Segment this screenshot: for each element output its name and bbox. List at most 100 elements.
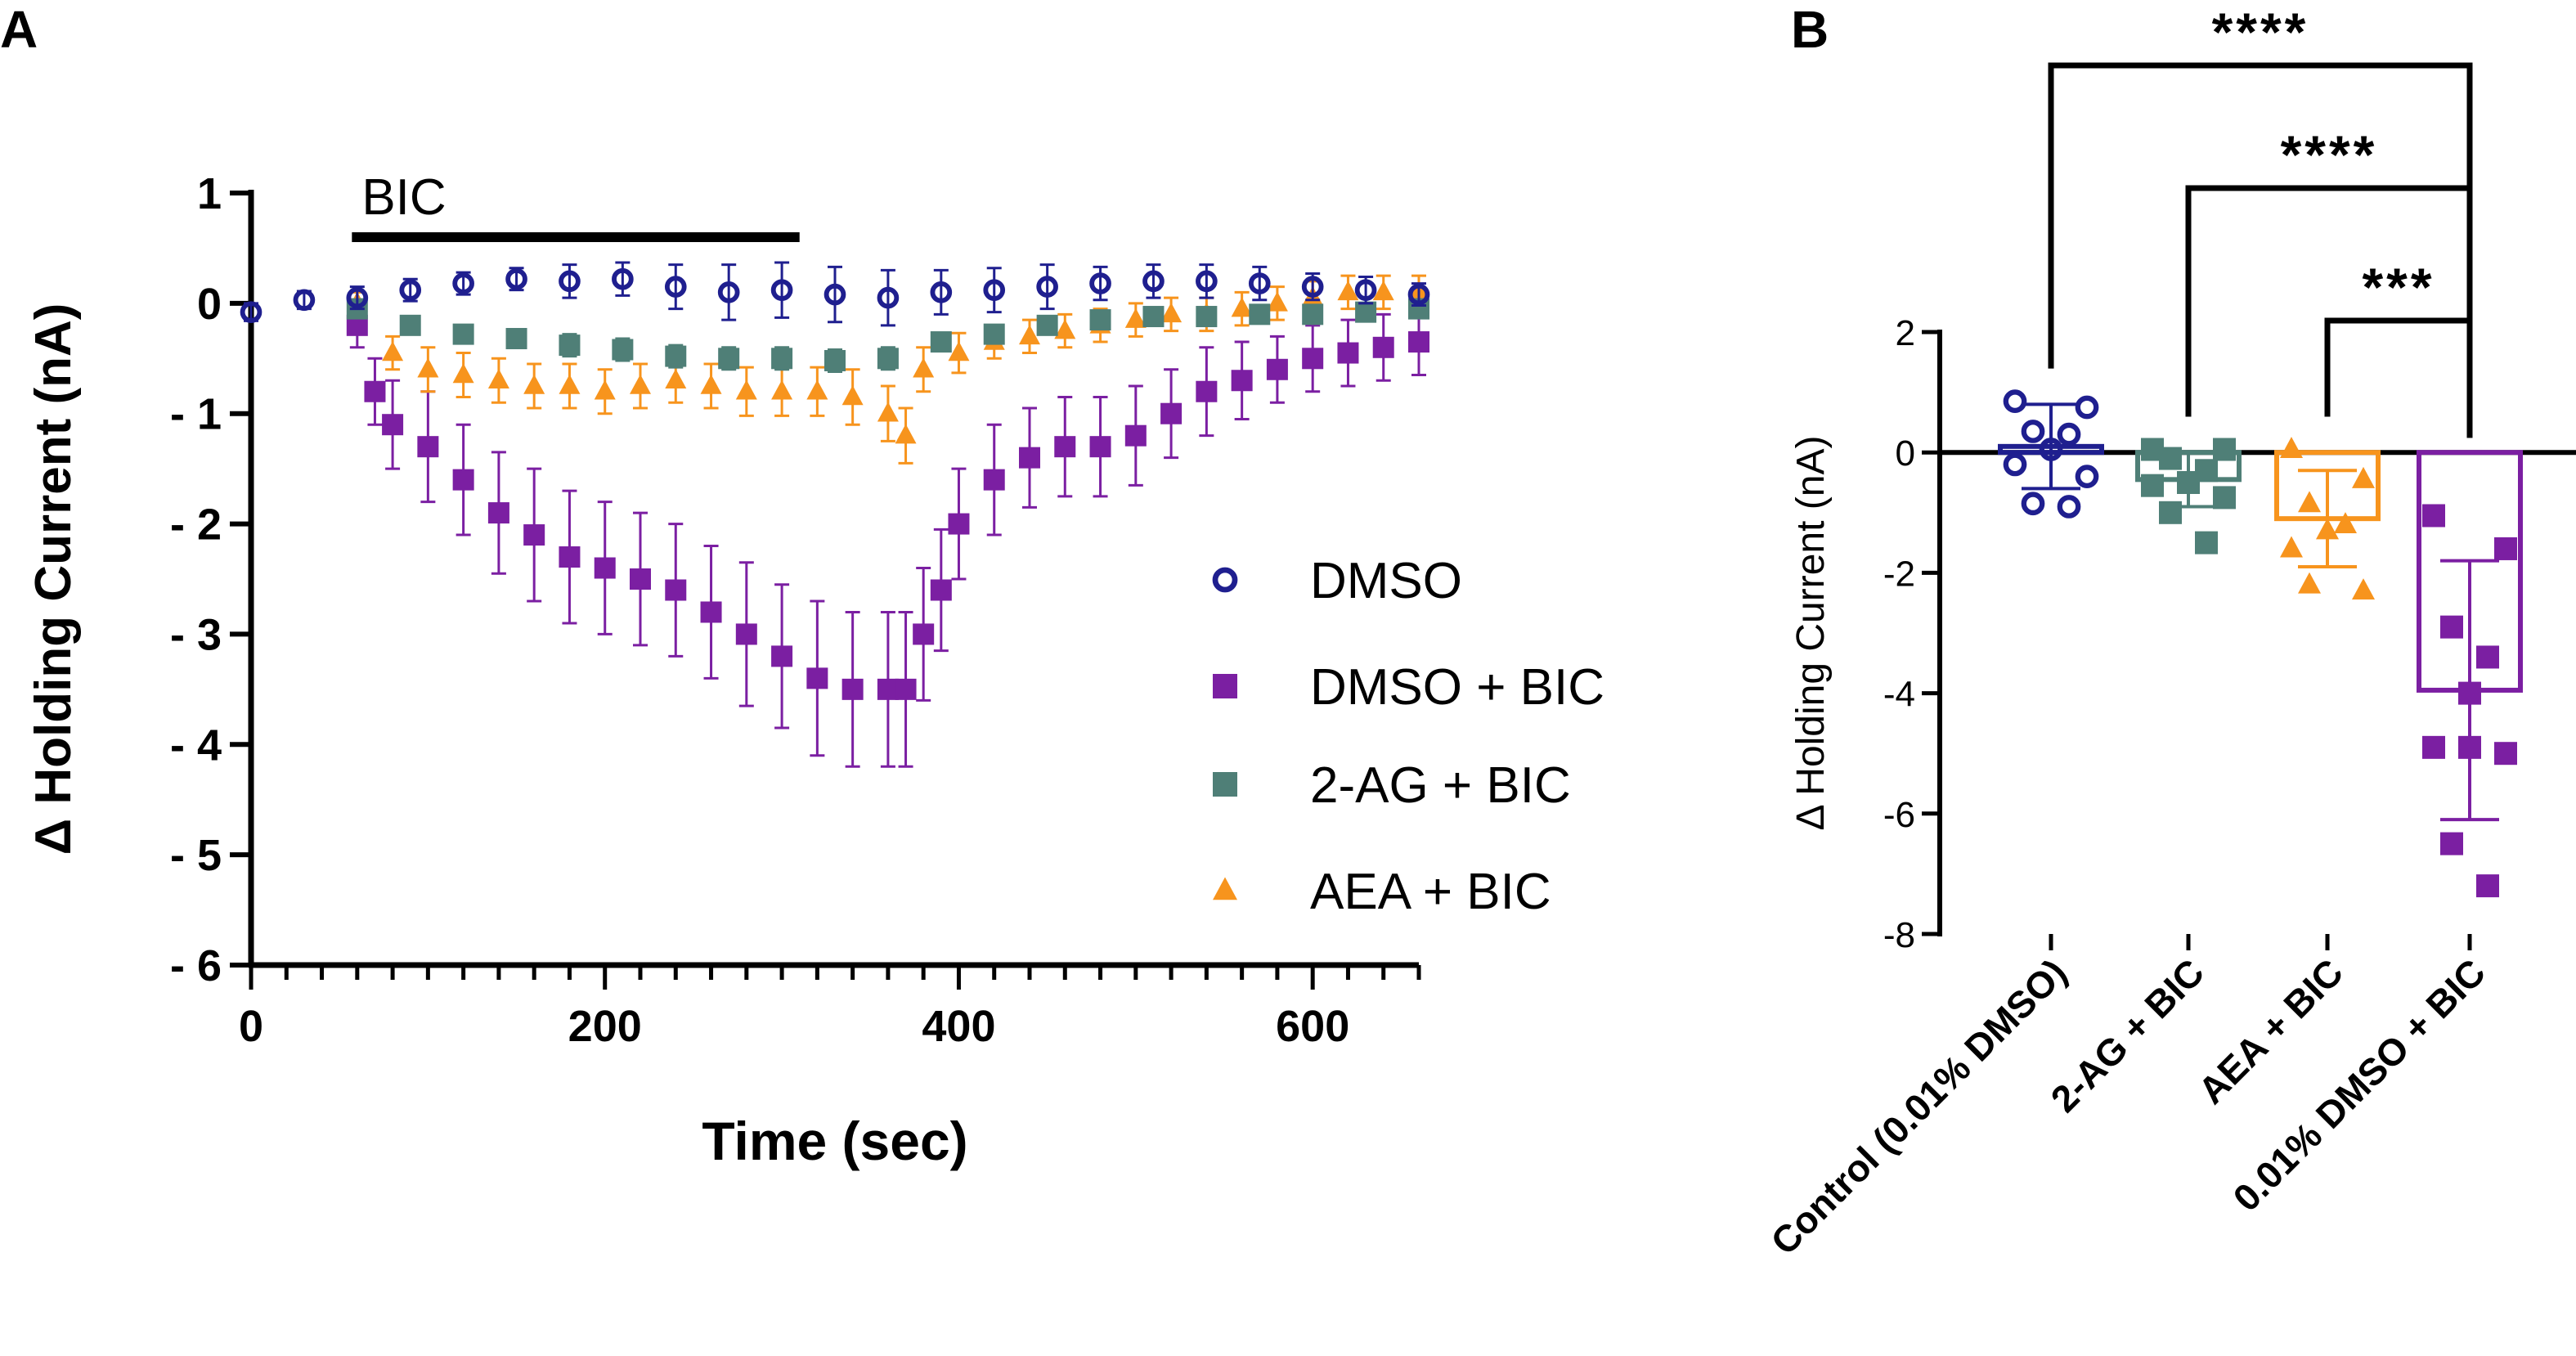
data-point [1248,272,1271,294]
data-point [2075,465,2099,488]
data-point [1196,270,1218,293]
data-point [2458,735,2481,759]
data-point [487,502,509,524]
data-point [1019,325,1040,345]
data-point [2280,536,2303,558]
data-point [2476,874,2499,898]
data-point [735,623,757,645]
error-bar [1039,263,1055,311]
x-tick-label: 200 [568,1002,642,1051]
data-point [2195,531,2218,555]
panel-a: A 1 0 - 1 - 2 - 3 - 4 - 5 - 6 0 200 400 600 Time (se… [0,0,1604,1171]
data-point [2422,735,2445,759]
bracket-line [2324,317,2473,438]
error-bar [880,268,895,327]
panel-a-axes: 1 0 - 1 - 2 - 3 - 4 - 5 - 6 0 200 400 600 Time (sec)… [25,169,1421,1171]
data-point [948,513,970,535]
data-point [1089,436,1111,458]
panel-b-significance: *********** [2048,2,2473,438]
data-point [2057,495,2081,519]
category-label: Control (0.01% DMSO) [1762,950,2075,1263]
data-point [2159,501,2182,524]
data-point [523,524,545,546]
panel-b-label: B [1791,0,1829,59]
data-point [417,436,439,458]
y-tick-label: 0 [197,280,222,329]
data-point [771,379,793,400]
y-tick-label: 2 [1896,313,1915,353]
group-2 [2274,437,2381,599]
data-point [841,385,864,406]
data-point [895,678,917,700]
data-point [630,374,651,394]
series-dmso [240,261,1430,327]
bic-label: BIC [361,169,446,226]
data-point [382,414,404,436]
data-point [824,349,846,371]
significance-bracket: **** [2185,124,2473,438]
data-point [2440,832,2463,855]
error-bar [615,261,631,297]
data-point [452,363,474,384]
data-point [2177,471,2200,494]
data-point [983,279,1006,301]
bracket-line [2048,62,2473,438]
data-point [717,281,740,303]
data-point [505,267,527,290]
error-bar [1199,263,1214,299]
x-tick-label: 0 [239,1002,263,1051]
data-point [2021,492,2045,516]
data-point [1408,331,1429,353]
legend-label: AEA + BIC [1310,864,1551,920]
y-tick-label: - 1 [170,390,222,439]
error-bar [774,261,790,319]
data-point [346,286,369,309]
data-point [2075,395,2099,420]
data-point [2213,438,2236,461]
data-point [364,380,386,402]
significance-label: **** [2281,124,2378,185]
data-point [630,568,651,590]
panel-a-legend: DMSO DMSO + BIC 2-AG + BIC AEA + BIC [1212,553,1604,920]
data-point [1266,291,1288,312]
legend-marker [1213,772,1237,797]
data-point [559,374,581,394]
bracket-line [2185,185,2473,438]
data-point [1337,342,1359,364]
data-point [1231,297,1253,317]
data-point [948,341,970,361]
data-point [1160,303,1183,323]
data-point [559,335,581,357]
data-point [1196,306,1218,328]
x-axis-title: Time (sec) [702,1111,967,1171]
error-bar [933,268,949,316]
error-bar [986,267,1002,314]
y-tick-label: -8 [1883,915,1915,955]
error-bar [1252,265,1268,302]
data-point [2280,437,2303,459]
data-point [1354,279,1377,301]
group-1 [2135,438,2242,555]
data-point [293,289,316,312]
data-point [983,323,1005,345]
data-point [771,348,793,370]
y-tick-label: - 5 [170,831,222,880]
data-point [2352,578,2375,599]
data-point [1089,272,1111,294]
data-point [559,270,581,293]
data-point [2352,466,2375,488]
data-point [1054,436,1076,458]
data-point [2440,615,2463,639]
legend-label: DMSO [1310,553,1462,609]
data-point [2298,572,2321,594]
data-point [1407,283,1430,306]
data-point [877,348,899,370]
legend-marker [1212,567,1238,593]
y-axis-title: Δ Holding Current (nA) [1789,436,1833,831]
y-tick-label: -4 [1883,675,1915,715]
legend-label: 2-AG + BIC [1310,757,1571,814]
data-point [399,314,421,336]
panel-a-series [240,261,1430,768]
data-point [1054,319,1076,339]
